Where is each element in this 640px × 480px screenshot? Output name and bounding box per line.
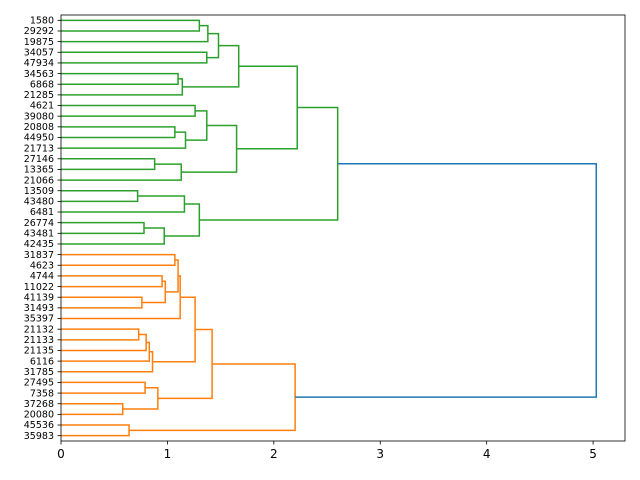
dendrogram-link [61, 189, 139, 203]
leaf-label: 11022 [24, 282, 54, 293]
x-tick-label: 0 [57, 447, 65, 461]
dendrogram-link [129, 363, 296, 432]
dendrogram-link [61, 163, 182, 181]
leaf-label: 42435 [24, 239, 54, 250]
leaf-label: 4744 [30, 271, 54, 282]
dendrogram-link [181, 124, 238, 173]
leaf-label: 21132 [24, 324, 54, 335]
leaf-label: 34057 [24, 47, 54, 58]
dendrogram-link [122, 387, 159, 410]
dendrogram-link [61, 328, 140, 341]
leaf-label: 6481 [30, 207, 54, 218]
leaf-label: 31837 [24, 250, 54, 261]
x-tick-label: 2 [270, 447, 278, 461]
leaf-label: 45536 [24, 420, 54, 431]
dendrogram-link [61, 78, 184, 96]
leaf-label: 31785 [24, 367, 54, 378]
dendrogram-link [206, 32, 220, 59]
leaf-label: 27495 [24, 378, 54, 389]
dendrogram-link [61, 227, 165, 245]
x-tick-label: 3 [376, 447, 384, 461]
dendrogram-link [157, 328, 213, 400]
dendrogram-link [61, 131, 187, 149]
leaf-label: 21066 [24, 175, 54, 186]
dendrogram-link [295, 163, 598, 398]
leaf-labels: 1580292921987534057479343456368682128546… [24, 16, 61, 442]
leaf-label: 37268 [24, 399, 54, 410]
leaf-label: 19875 [24, 37, 54, 48]
leaf-label: 29292 [24, 26, 54, 37]
x-tick-label: 5 [589, 447, 597, 461]
dendrogram-link [164, 203, 201, 237]
dendrogram-link [61, 333, 147, 352]
leaf-label: 27146 [24, 154, 54, 165]
x-tick-label: 4 [483, 447, 491, 461]
leaf-label: 13509 [24, 186, 54, 197]
dendrogram-link [61, 296, 143, 309]
x-tick-label: 1 [164, 447, 172, 461]
dendrogram-link [61, 126, 176, 139]
dendrogram-link [182, 44, 240, 88]
dendrogram-link [61, 19, 201, 32]
leaf-label: 43480 [24, 197, 54, 208]
leaf-label: 41139 [24, 292, 54, 303]
dendrogram-link [61, 72, 179, 85]
dendrogram-link [185, 110, 208, 141]
leaf-label: 21713 [24, 143, 54, 154]
dendrogram-link [61, 104, 196, 117]
leaf-label: 21285 [24, 90, 54, 101]
dendrogram-branches [61, 19, 598, 437]
leaf-label: 35983 [24, 431, 54, 442]
dendrogram-link [61, 51, 208, 64]
plot-frame [60, 14, 626, 442]
leaf-label: 1580 [30, 16, 54, 27]
dendrogram-link [61, 24, 209, 43]
dendrogram-link [199, 106, 339, 221]
leaf-label: 31493 [24, 303, 54, 314]
dendrogram-link [61, 195, 186, 213]
leaf-label: 43481 [24, 229, 54, 240]
leaf-label: 7358 [30, 388, 54, 399]
dendrogram-link [61, 381, 146, 394]
dendrogram-link [61, 158, 156, 171]
leaf-label: 4621 [30, 101, 54, 112]
x-axis-ticks: 0 1 2 3 4 5 [57, 441, 597, 461]
dendrogram-link [61, 424, 130, 437]
dendrogram-link [61, 221, 145, 235]
dendrogram-link [61, 275, 163, 288]
leaf-label: 44950 [24, 133, 54, 144]
leaf-label: 6116 [30, 356, 54, 367]
leaf-label: 4623 [30, 260, 54, 271]
dendrogram-link [61, 402, 124, 416]
dendrogram-link [236, 65, 298, 150]
leaf-label: 39080 [24, 111, 54, 122]
dendrogram-link [61, 253, 176, 267]
leaf-label: 13365 [24, 165, 54, 176]
leaf-label: 20080 [24, 410, 54, 421]
dendrogram-link [152, 296, 196, 363]
leaf-label: 34563 [24, 69, 54, 80]
leaf-label: 21135 [24, 346, 54, 357]
leaf-label: 20808 [24, 122, 54, 133]
dendrogram-link [61, 341, 151, 362]
leaf-label: 26774 [24, 218, 54, 229]
leaf-label: 6868 [30, 79, 54, 90]
leaf-label: 47934 [24, 58, 54, 69]
leaf-label: 21133 [24, 335, 54, 346]
leaf-label: 35397 [24, 314, 54, 325]
